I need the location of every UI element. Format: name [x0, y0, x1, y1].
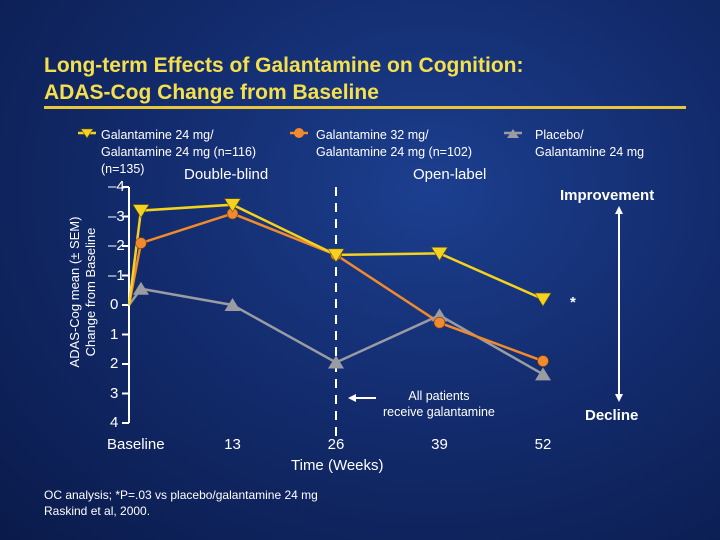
x-tick-label: 39: [431, 436, 448, 453]
data-point-triangle-up: [431, 308, 448, 322]
significance-mark: *: [570, 294, 576, 311]
footnote-analysis: OC analysis; *P=.03 vs placebo/galantami…: [44, 488, 318, 502]
data-point-triangle-up: [535, 367, 551, 381]
x-tick-label: 52: [534, 436, 552, 453]
legend-line: Galantamine 24 mg: [535, 145, 645, 159]
legend-line: Galantamine 24 mg/: [101, 128, 214, 142]
footnote: OC analysis; *P=.03 vs placebo/galantami…: [44, 487, 318, 519]
y-tick-label: 3: [110, 384, 119, 402]
data-point-triangle-down: [132, 204, 150, 219]
open-label-callout: All patients receive galantamine: [383, 388, 495, 420]
legend-marker-triangle-up: [507, 129, 519, 138]
data-point-triangle-up: [132, 281, 149, 295]
y-tick-label: 0: [110, 296, 119, 313]
y-tick-label: 2: [110, 355, 119, 372]
legend-line: Placebo/: [535, 128, 584, 142]
callout-line: All patients: [408, 389, 470, 403]
y-tick-label: –1: [108, 266, 125, 284]
data-point-circle: [135, 237, 147, 249]
phase-label-open-label: Open-label: [413, 166, 487, 183]
y-tick-label: –4: [108, 178, 125, 195]
legend-marker-circle: [294, 128, 304, 138]
data-point-triangle-down: [327, 248, 345, 263]
data-point-circle: [433, 316, 446, 329]
callout-line: receive galantamine: [383, 405, 495, 419]
data-point-circle: [537, 355, 549, 367]
legend-line: Galantamine 32 mg/: [316, 128, 429, 142]
y-tick-label: 4: [110, 414, 119, 431]
legend-samples: [78, 128, 522, 139]
y-tick-label: –2: [108, 237, 125, 254]
legend-entry-placebo: Placebo/ Galantamine 24 mg: [535, 127, 644, 161]
y-tick-label: 1: [110, 325, 119, 343]
phase-label-double-blind: Double-blind: [184, 166, 269, 183]
data-point-triangle-up: [328, 355, 344, 369]
x-tick-label: 13: [224, 436, 241, 453]
chart-title-line-1: Long-term Effects of Galantamine on Cogn…: [44, 54, 524, 77]
chart-title-line-2: ADAS-Cog Change from Baseline: [44, 81, 379, 104]
data-point-triangle-up: [224, 298, 241, 311]
x-tick-label: Baseline: [107, 436, 165, 453]
legend-line: Galantamine 24 mg (n=102): [316, 145, 472, 159]
legend-line: (n=135): [101, 162, 145, 176]
x-tick-label: 26: [327, 436, 345, 453]
legend-entry-galantamine-24: Galantamine 24 mg/ Galantamine 24 mg (n=…: [101, 127, 256, 178]
data-point-triangle-down: [430, 247, 449, 261]
chart-title: Long-term Effects of Galantamine on Cogn…: [44, 52, 684, 106]
series-line-triangle-down: [127, 203, 544, 306]
chart-layer: [122, 186, 552, 438]
series-line-circle: [127, 212, 544, 363]
legend-entry-galantamine-32: Galantamine 32 mg/ Galantamine 24 mg (n=…: [316, 127, 472, 161]
improvement-label: Improvement: [560, 187, 655, 204]
footnote-citation: Raskind et al, 2000.: [44, 504, 151, 518]
x-axis-label: Time (Weeks): [291, 457, 384, 474]
legend-line: Galantamine 24 mg (n=116): [101, 145, 257, 159]
decline-label: Decline: [585, 407, 639, 424]
data-point-triangle-down: [534, 292, 552, 307]
data-point-triangle-down: [223, 198, 242, 213]
y-tick-label: –3: [108, 207, 125, 225]
legend-marker-triangle-down: [80, 128, 94, 139]
title-underline: [44, 106, 686, 109]
